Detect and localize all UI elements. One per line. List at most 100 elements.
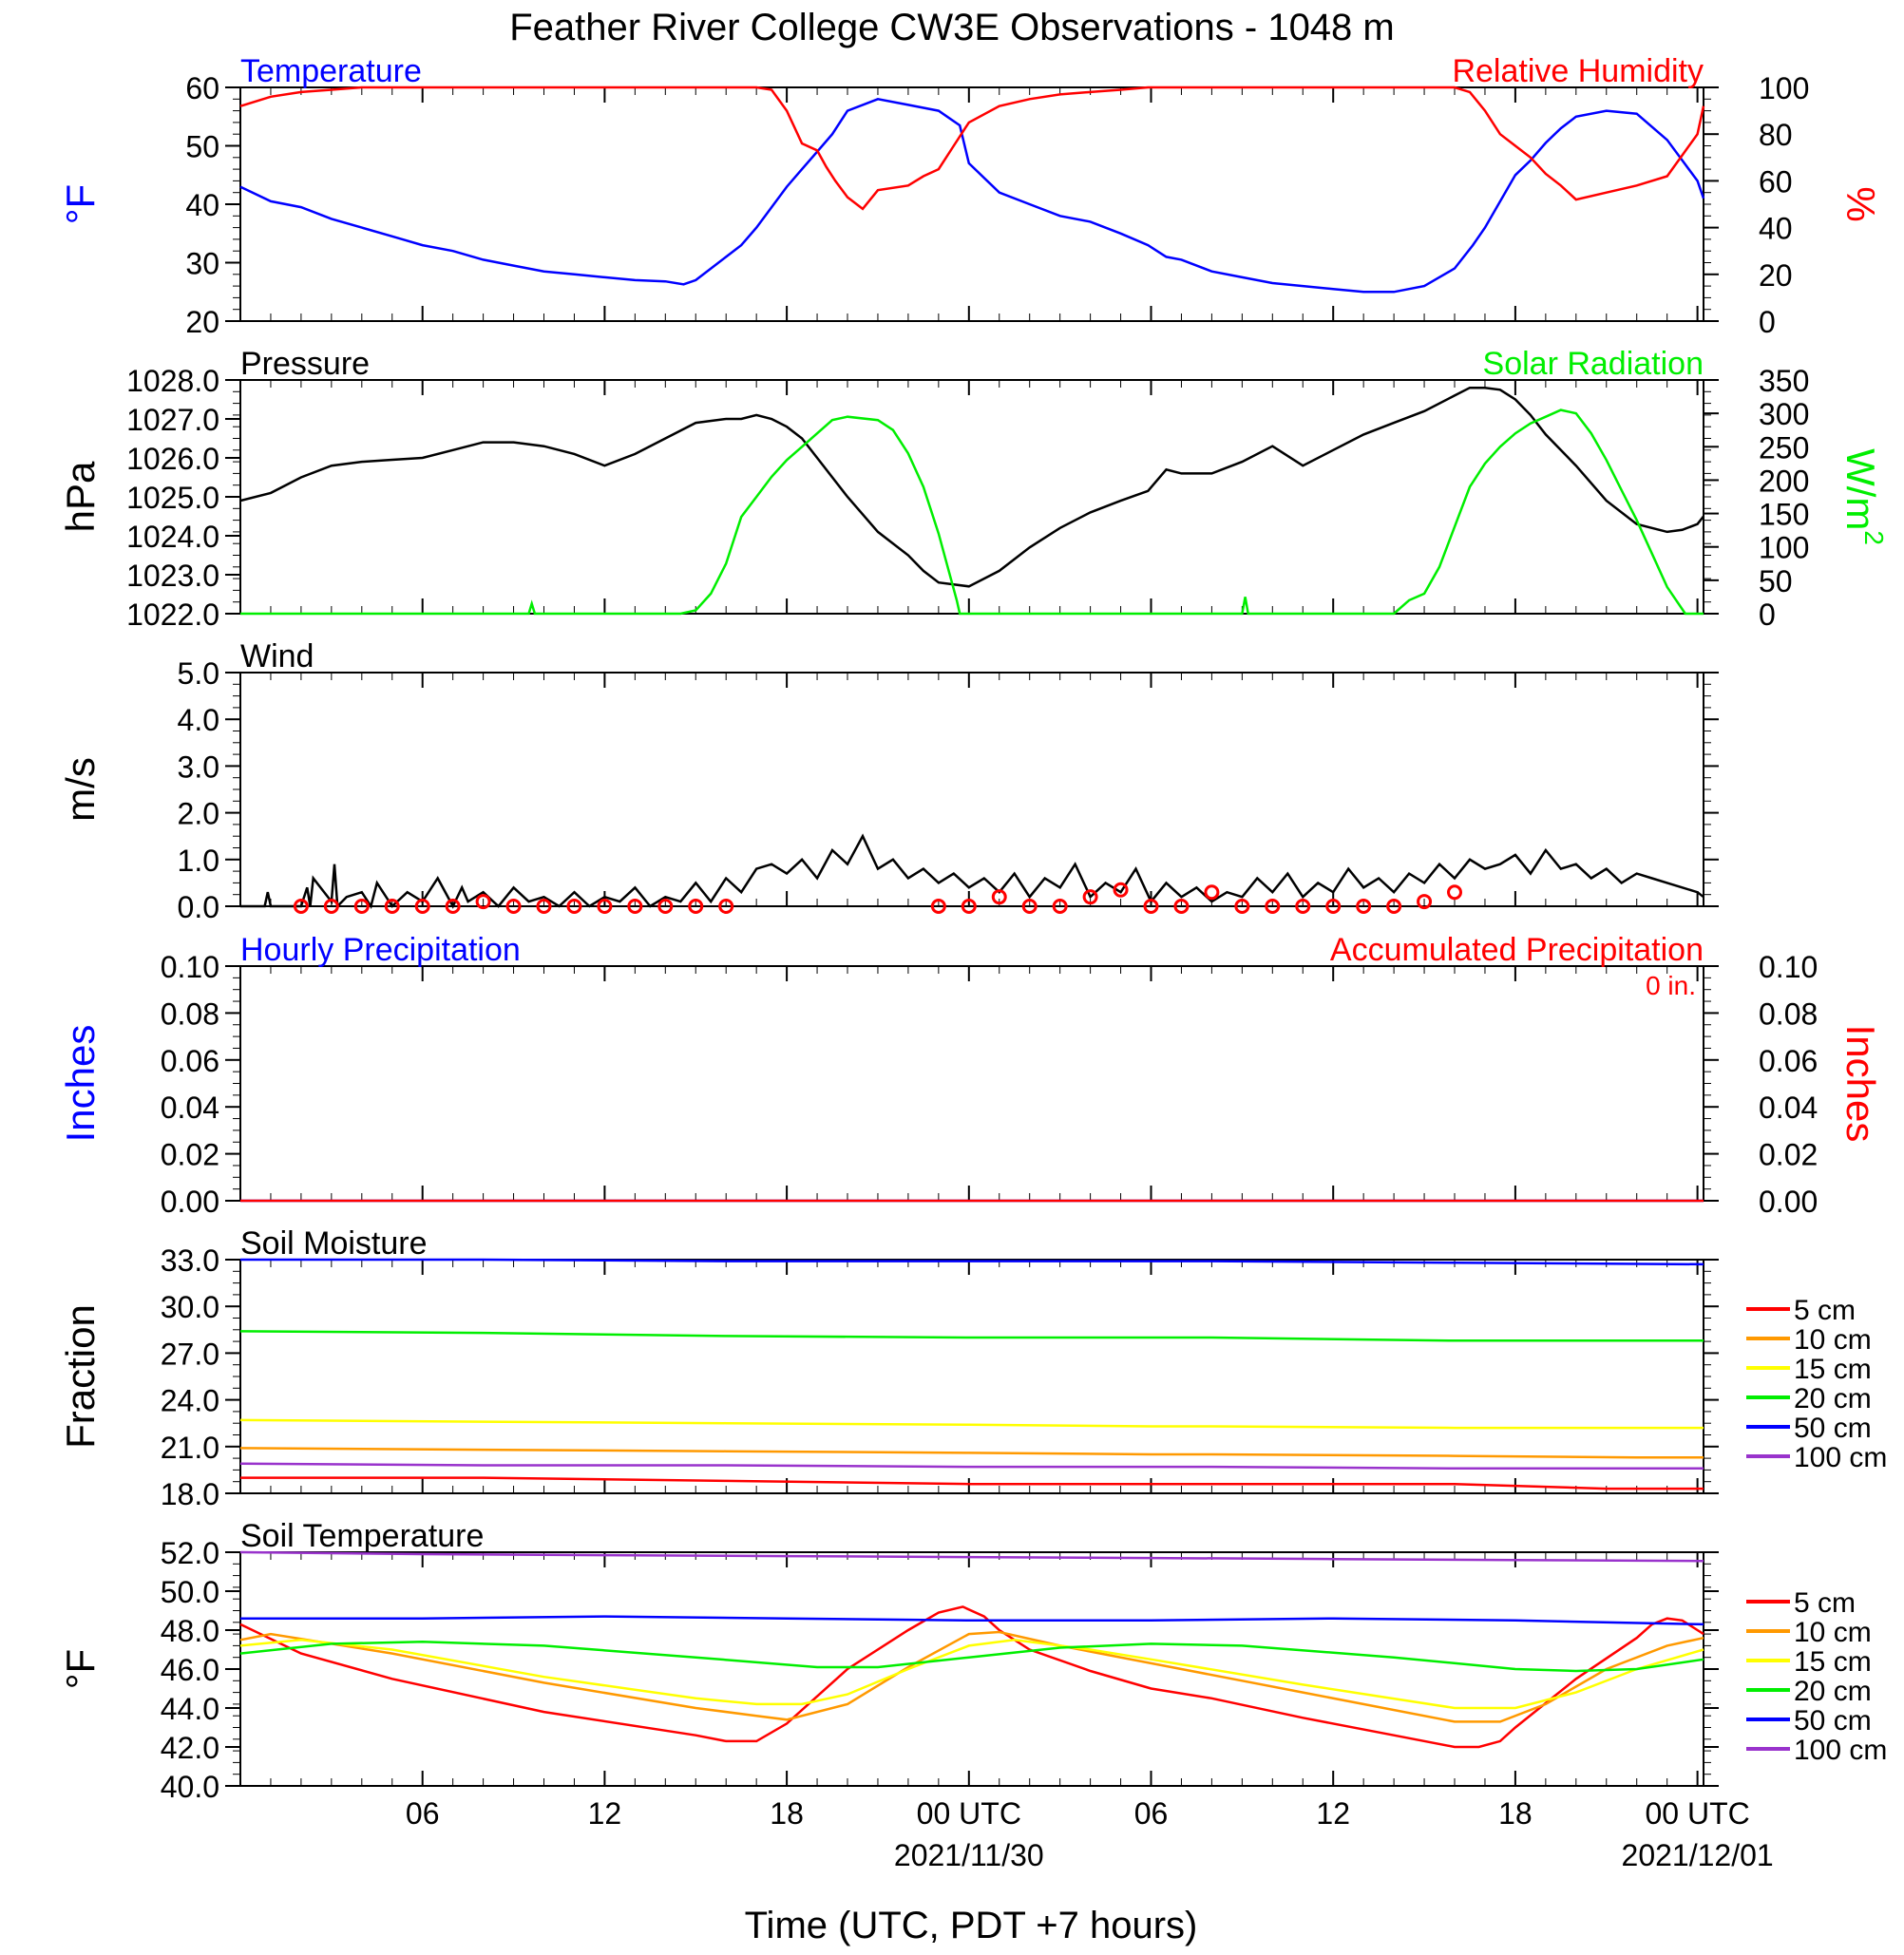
panel-1: 20 30 40 50 60 0 20 40 60 80 100 Temperature Relativ… (58, 53, 1883, 339)
wind-direction-marker (1113, 882, 1129, 898)
y-tick-label: 0.04 (161, 1091, 219, 1125)
y-tick-label: 60 (185, 71, 219, 105)
y-right-tick-label: 40 (1759, 212, 1793, 246)
x-axis-title: Time (UTC, PDT +7 hours) (745, 1905, 1198, 1946)
y-right-tick-label: 0.02 (1759, 1138, 1818, 1172)
y-right-tick-label: 0.04 (1759, 1091, 1818, 1125)
wind-direction-marker (961, 899, 977, 914)
y-tick-label: 48.0 (161, 1614, 219, 1648)
wind-direction-marker (1417, 894, 1433, 910)
y-tick-label: 50 (185, 130, 219, 164)
x-tick-label: 06 (406, 1796, 440, 1831)
y-tick-label: 1022.0 (126, 598, 219, 632)
series-15-cm (239, 1639, 1704, 1710)
y-tick-label: 3.0 (178, 750, 219, 784)
y-tick-label: 4.0 (178, 703, 219, 737)
wind-direction-marker (445, 899, 461, 914)
panel-3: 0.0 1.0 2.0 3.0 4.0 5.0 Wind m/s (58, 638, 1719, 924)
panel-title-right: Relative Humidity (1452, 53, 1704, 89)
wind-direction-marker (1386, 899, 1402, 914)
wind-direction-marker (566, 899, 582, 914)
wind-direction-marker (1052, 899, 1068, 914)
y-right-tick-label: 300 (1759, 397, 1809, 431)
series-solar-radiation (240, 408, 1704, 616)
y-right-tick-label: 100 (1759, 71, 1809, 105)
y-tick-label: 44.0 (161, 1692, 219, 1726)
legend-label: 20 cm (1794, 1676, 1872, 1707)
y-axis-label-right: Inches (1838, 1025, 1883, 1143)
y-axis-label-right: % (1838, 186, 1883, 221)
panel-4: 0.00 0.02 0.04 0.06 0.08 0.10 0.00 0.02 0.04 0.06… (58, 932, 1883, 1219)
series-wind (240, 833, 1704, 910)
y-right-tick-label: 0 (1759, 598, 1776, 632)
x-tick-date-label: 2021/11/30 (894, 1838, 1044, 1872)
y-right-tick-label: 350 (1759, 364, 1809, 398)
wind-direction-marker (1265, 899, 1281, 914)
y-tick-label: 1025.0 (126, 481, 219, 515)
panel-title-right: Accumulated Precipitation (1330, 932, 1704, 968)
panel-5: 18.0 21.0 24.0 27.0 30.0 33.0 Soil Moisture Fra… (58, 1225, 1887, 1511)
series-15-cm (239, 1418, 1704, 1430)
series-10-cm (239, 1630, 1704, 1723)
y-right-tick-label: 20 (1759, 258, 1793, 293)
series-20-cm (239, 1330, 1704, 1342)
legend-label: 50 cm (1794, 1705, 1872, 1737)
y-tick-label: 5.0 (178, 656, 219, 691)
wind-direction-marker (688, 899, 704, 914)
y-tick-label: 21.0 (161, 1431, 219, 1465)
legend-label: 10 cm (1794, 1617, 1872, 1648)
y-tick-label: 30 (185, 247, 219, 281)
wind-direction-marker (1325, 899, 1342, 914)
legend-label: 50 cm (1794, 1413, 1872, 1444)
y-tick-label: 1.0 (178, 844, 219, 878)
wind-direction-marker (597, 899, 613, 914)
legend-label: 5 cm (1794, 1295, 1856, 1326)
series-relative-humidity (239, 85, 1705, 211)
y-tick-label: 1024.0 (126, 520, 219, 554)
wind-direction-marker (657, 899, 674, 914)
series-20-cm (239, 1641, 1704, 1673)
y-tick-label: 0.08 (161, 996, 219, 1031)
series-pressure (239, 386, 1704, 588)
wind-direction-marker (1204, 884, 1220, 901)
series-10-cm (239, 1447, 1704, 1459)
legend-label: 15 cm (1794, 1354, 1872, 1385)
wind-direction-marker (505, 899, 522, 914)
wind-direction-marker (1173, 899, 1190, 914)
x-tick-label: 00 UTC (1645, 1796, 1749, 1831)
x-tick-label: 06 (1134, 1796, 1169, 1831)
wind-direction-marker (1234, 899, 1250, 914)
panel-6: 40.0 42.0 44.0 46.0 48.0 50.0 52.0 Soil Tempera… (58, 1518, 1887, 1804)
y-axis-label-left: hPa (58, 461, 103, 532)
series-100-cm (239, 1462, 1704, 1471)
wind-direction-marker (536, 899, 552, 914)
panel-title-left: Wind (240, 638, 314, 674)
y-right-tick-label: 0.06 (1759, 1044, 1818, 1078)
wind-direction-marker (1082, 889, 1098, 905)
y-axis-label-right: W/m2 (1838, 448, 1889, 545)
legend-label: 100 cm (1794, 1735, 1887, 1766)
legend-label: 20 cm (1794, 1383, 1872, 1414)
y-axis-label-superscript: 2 (1859, 530, 1889, 545)
y-tick-label: 1027.0 (126, 403, 219, 437)
panel-title-left: Soil Moisture (240, 1225, 428, 1262)
series-50-cm (240, 1258, 1704, 1266)
series-5-cm (239, 1605, 1704, 1749)
y-right-tick-label: 0 (1759, 305, 1776, 339)
x-tick-label: 00 UTC (917, 1796, 1021, 1831)
panel-2: 1022.0 1023.0 1024.0 1025.0 1026.0 1027.0 1028… (58, 346, 1889, 632)
y-tick-label: 1023.0 (126, 559, 219, 593)
y-right-tick-label: 250 (1759, 430, 1809, 465)
y-axis-label-left: Fraction (58, 1304, 103, 1449)
panel-title-right: Solar Radiation (1483, 346, 1704, 382)
panel-title-left: Soil Temperature (240, 1518, 484, 1554)
panel-title-left: Hourly Precipitation (240, 932, 521, 968)
y-right-tick-label: 100 (1759, 531, 1809, 565)
y-tick-label: 20 (185, 305, 219, 339)
y-axis-label-left: m/s (58, 757, 103, 822)
y-axis-label-left: °F (58, 1649, 103, 1689)
y-tick-label: 0.10 (161, 950, 219, 984)
y-tick-label: 27.0 (161, 1337, 219, 1371)
